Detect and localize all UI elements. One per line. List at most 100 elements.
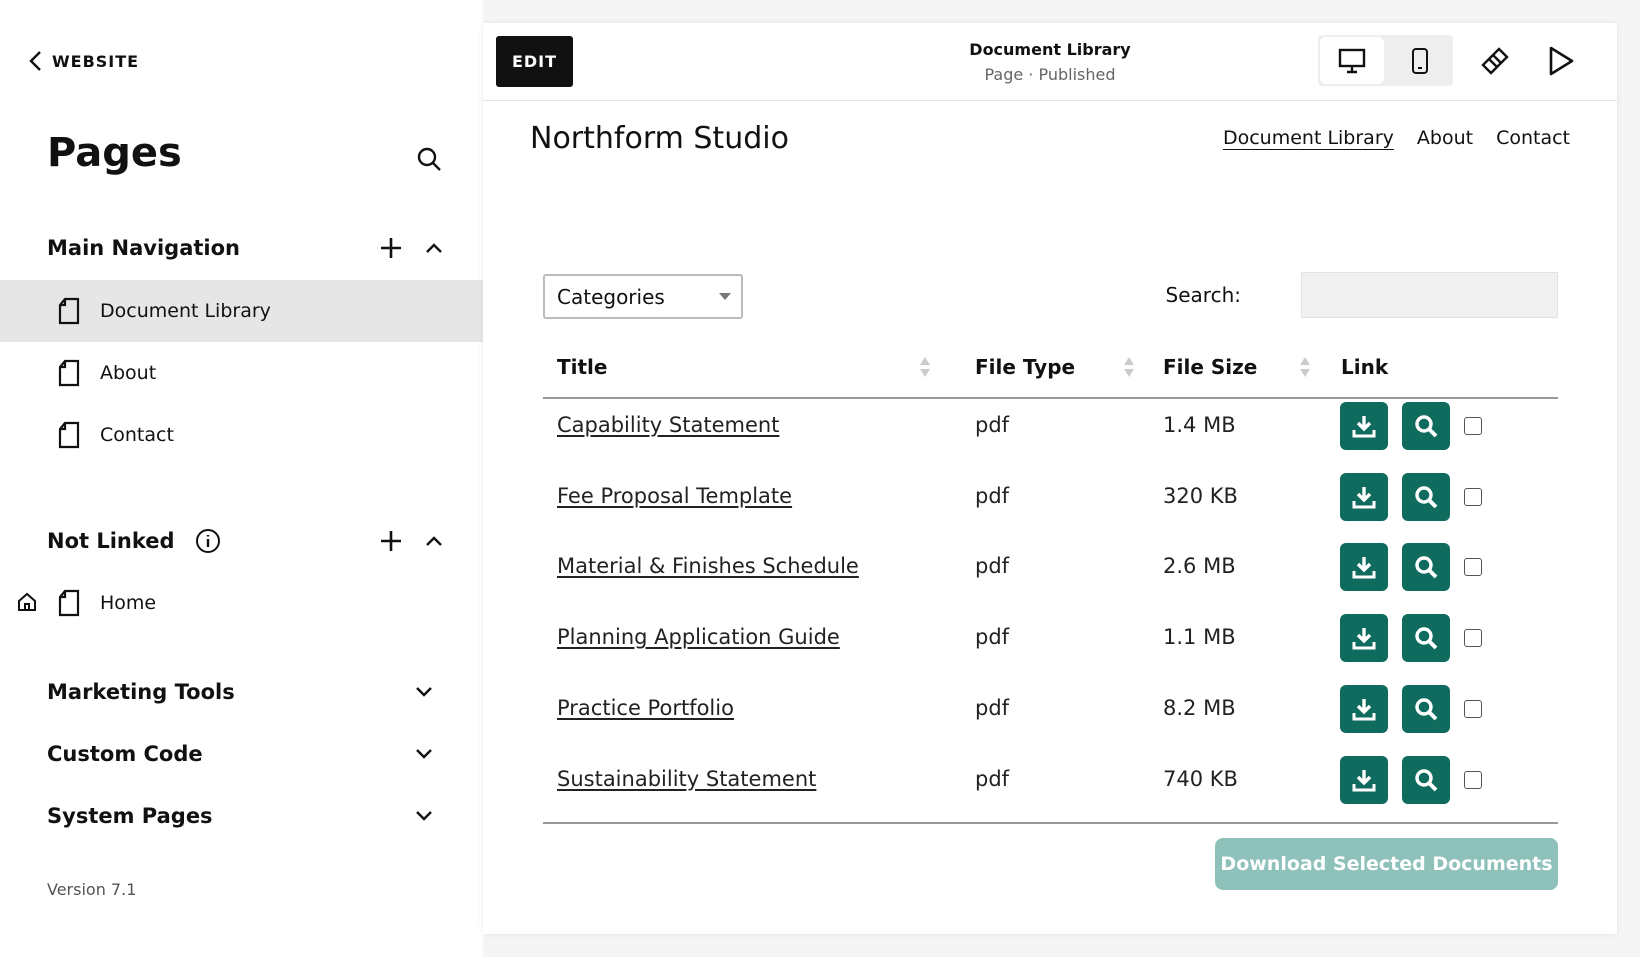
- desktop-button[interactable]: [1320, 37, 1384, 84]
- download-button[interactable]: [1340, 614, 1388, 663]
- preview-button[interactable]: [1402, 755, 1450, 804]
- expand: [415, 748, 433, 760]
- page-icon: [58, 359, 80, 387]
- site-name: Northform Studio: [530, 121, 789, 156]
- section-title: Not Linked: [47, 529, 175, 553]
- page-item[interactable]: Document Library: [0, 280, 483, 342]
- section-title: Custom Code: [47, 742, 203, 766]
- download-button[interactable]: [1340, 543, 1388, 592]
- back-text: WEBSITE: [52, 51, 140, 71]
- preview-button[interactable]: [1402, 614, 1450, 663]
- collapsed-section[interactable]: Custom Code: [47, 742, 433, 766]
- preview-button[interactable]: [1402, 472, 1450, 521]
- home-icon: [17, 592, 37, 616]
- preview-button[interactable]: [1402, 543, 1450, 592]
- table-rule: [543, 822, 1558, 824]
- cell: pdf: [975, 413, 1010, 437]
- edit-button[interactable]: EDIT: [496, 36, 573, 87]
- preview-button[interactable]: [1402, 402, 1450, 450]
- download-selected[interactable]: Download Selected Documents: [1215, 838, 1558, 890]
- download-button[interactable]: [1340, 472, 1388, 521]
- cell: 1.1 MB: [1163, 625, 1236, 650]
- select-checkbox[interactable]: [1464, 770, 1482, 789]
- cell: 2.6 MB: [1163, 554, 1236, 579]
- page-item[interactable]: Home: [0, 572, 483, 634]
- document-link[interactable]: Fee Proposal Template: [557, 483, 793, 508]
- select-checkbox[interactable]: [1464, 558, 1482, 577]
- page-icon: [58, 297, 80, 325]
- style-icon[interactable]: [1479, 45, 1511, 77]
- editor-panel: EDIT Document Library Page · Published N…: [483, 23, 1617, 934]
- select-checkbox[interactable]: [1464, 629, 1482, 648]
- site-nav: Document Library About Contact: [1223, 127, 1570, 149]
- toolbar: EDIT Document Library Page · Published: [483, 23, 1617, 101]
- info-icon: [195, 528, 221, 554]
- column-header[interactable]: File Type: [975, 355, 1076, 379]
- document-link[interactable]: Capability Statement: [557, 413, 780, 437]
- category-select[interactable]: Categories: [543, 274, 743, 319]
- version: Version 7.1: [47, 880, 137, 899]
- page-item[interactable]: About: [0, 342, 483, 404]
- column-header[interactable]: Title: [557, 355, 608, 379]
- preview-button[interactable]: [1402, 684, 1450, 733]
- page-name: Document Library: [100, 300, 271, 322]
- nav-link[interactable]: About: [1416, 127, 1474, 149]
- page-name: About: [100, 362, 157, 384]
- page-icon: [58, 589, 80, 617]
- page-name: Contact: [100, 424, 174, 446]
- page-title: Document Library: [969, 40, 1131, 59]
- document-link[interactable]: Planning Application Guide: [557, 625, 840, 650]
- document-link[interactable]: Practice Portfolio: [557, 695, 734, 720]
- page-name: Home: [100, 592, 157, 614]
- sort-icon: [1299, 355, 1311, 383]
- expand: [415, 810, 433, 822]
- nav-link[interactable]: Document Library: [1222, 127, 1394, 149]
- page-icon: [58, 421, 80, 449]
- sort-icon: [919, 355, 931, 383]
- add-page[interactable]: [379, 236, 403, 260]
- document-link[interactable]: Sustainability Statement: [557, 766, 817, 791]
- back-link[interactable]: WEBSITE: [28, 50, 139, 72]
- cell: pdf: [975, 483, 1010, 508]
- search-icon[interactable]: [416, 146, 442, 172]
- sidebar: WEBSITE Pages Main Navigation Document Li…: [0, 0, 483, 957]
- preview-icon[interactable]: [1546, 45, 1576, 77]
- select-text: Categories: [557, 285, 665, 309]
- cell: 740 KB: [1163, 766, 1238, 791]
- cell: pdf: [975, 554, 1010, 579]
- header-rule: [543, 397, 1558, 399]
- collapse[interactable]: [425, 242, 443, 254]
- section-title: System Pages: [47, 804, 213, 828]
- nav-link[interactable]: Contact: [1496, 127, 1570, 149]
- download-button[interactable]: [1340, 755, 1388, 804]
- collapsed-section[interactable]: System Pages: [47, 804, 433, 828]
- cell: pdf: [975, 766, 1010, 791]
- search-input[interactable]: [1301, 272, 1558, 318]
- section-header: Main Navigation: [47, 236, 443, 260]
- section-title: Marketing Tools: [47, 680, 235, 704]
- cell: pdf: [975, 625, 1010, 650]
- sidebar-title: Pages: [47, 130, 182, 176]
- page-status: Page · Published: [984, 65, 1116, 84]
- column-header[interactable]: File Size: [1163, 355, 1258, 379]
- select-checkbox[interactable]: [1464, 699, 1482, 718]
- section-title: Main Navigation: [47, 236, 240, 260]
- select-checkbox[interactable]: [1464, 487, 1482, 506]
- collapse[interactable]: [425, 535, 443, 547]
- add-page[interactable]: [379, 529, 403, 553]
- cell: pdf: [975, 695, 1010, 720]
- download-button[interactable]: [1340, 684, 1388, 733]
- sort-icon: [1123, 355, 1135, 383]
- cell: 1.4 MB: [1163, 413, 1236, 437]
- mobile-button[interactable]: [1388, 37, 1451, 84]
- column-header[interactable]: Link: [1341, 355, 1389, 379]
- back-icon: [29, 51, 41, 71]
- collapsed-section[interactable]: Marketing Tools: [47, 680, 433, 704]
- download-button[interactable]: [1340, 402, 1388, 450]
- document-link[interactable]: Material & Finishes Schedule: [557, 554, 859, 579]
- select-checkbox[interactable]: [1464, 417, 1482, 435]
- cell: 320 KB: [1163, 483, 1238, 508]
- page-item[interactable]: Contact: [0, 404, 483, 466]
- expand: [415, 686, 433, 698]
